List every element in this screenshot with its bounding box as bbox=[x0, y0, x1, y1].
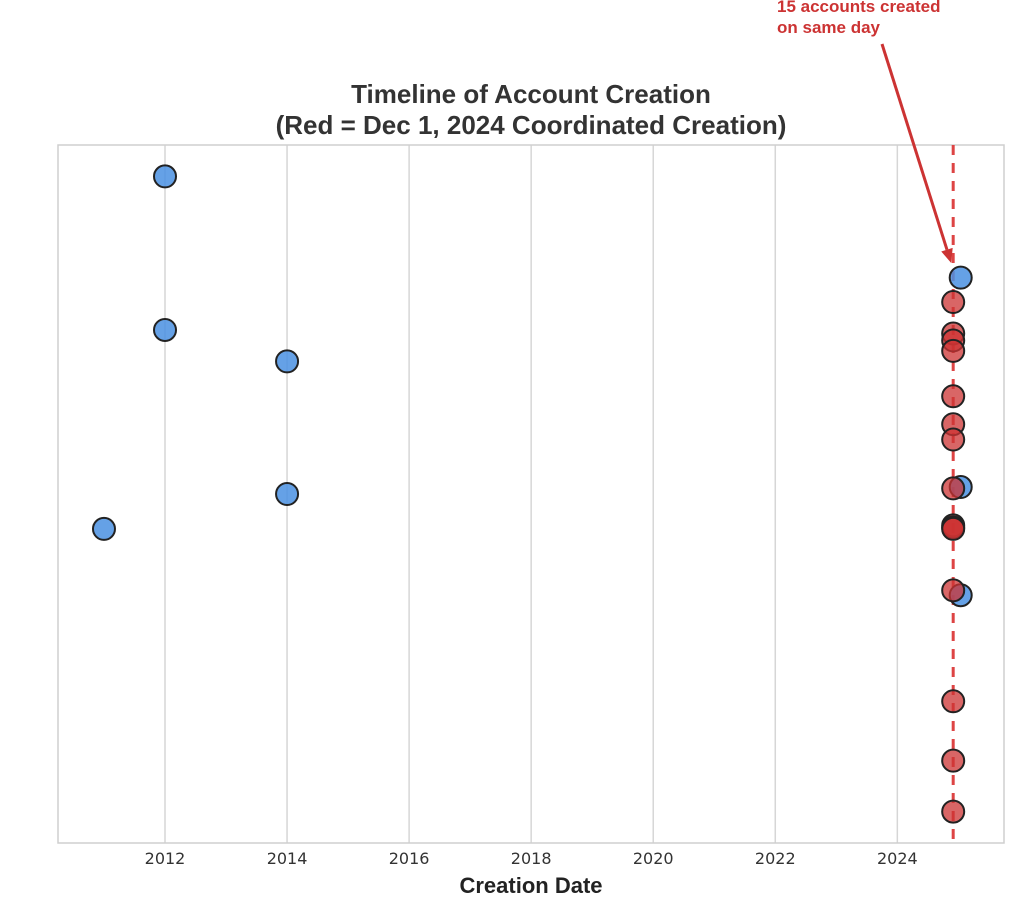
annotation-arrow bbox=[880, 43, 953, 263]
x-tick-label: 2014 bbox=[267, 849, 308, 868]
point-coordinated bbox=[941, 384, 966, 409]
point-coordinated bbox=[941, 799, 966, 824]
chart-title: Timeline of Account Creation bbox=[351, 79, 711, 109]
grid-lines bbox=[164, 145, 899, 843]
x-tick-label: 2020 bbox=[633, 849, 674, 868]
x-tick-label: 2022 bbox=[755, 849, 796, 868]
point-coordinated bbox=[941, 516, 966, 541]
point-regular bbox=[91, 516, 116, 541]
x-tick-label: 2018 bbox=[511, 849, 552, 868]
x-axis-label: Creation Date bbox=[459, 873, 602, 897]
point-regular bbox=[275, 482, 300, 506]
x-tick-label: 2012 bbox=[145, 849, 186, 868]
x-tick-labels: 2012 2014 2016 2018 2020 2022 2024 bbox=[145, 849, 918, 868]
point-regular bbox=[153, 164, 178, 189]
chart-subtitle: (Red = Dec 1, 2024 Coordinated Creation) bbox=[276, 110, 787, 140]
annotation-line-2: on same day bbox=[777, 18, 881, 37]
point-coordinated bbox=[941, 290, 966, 315]
point-coordinated bbox=[941, 748, 966, 773]
x-tick-label: 2024 bbox=[877, 849, 918, 868]
annotation-line-1: 15 accounts created bbox=[777, 0, 940, 16]
point-regular bbox=[275, 349, 300, 374]
point-coordinated bbox=[941, 338, 966, 363]
x-tick-label: 2016 bbox=[389, 849, 430, 868]
plot-frame bbox=[57, 144, 1005, 844]
point-coordinated bbox=[941, 476, 966, 501]
point-coordinated bbox=[941, 427, 966, 452]
data-points bbox=[91, 164, 973, 824]
point-regular bbox=[948, 265, 973, 290]
arrow-head bbox=[941, 247, 953, 263]
point-regular bbox=[153, 317, 178, 342]
arrow-shaft bbox=[880, 43, 949, 251]
point-coordinated bbox=[941, 689, 966, 714]
point-coordinated bbox=[941, 578, 966, 603]
